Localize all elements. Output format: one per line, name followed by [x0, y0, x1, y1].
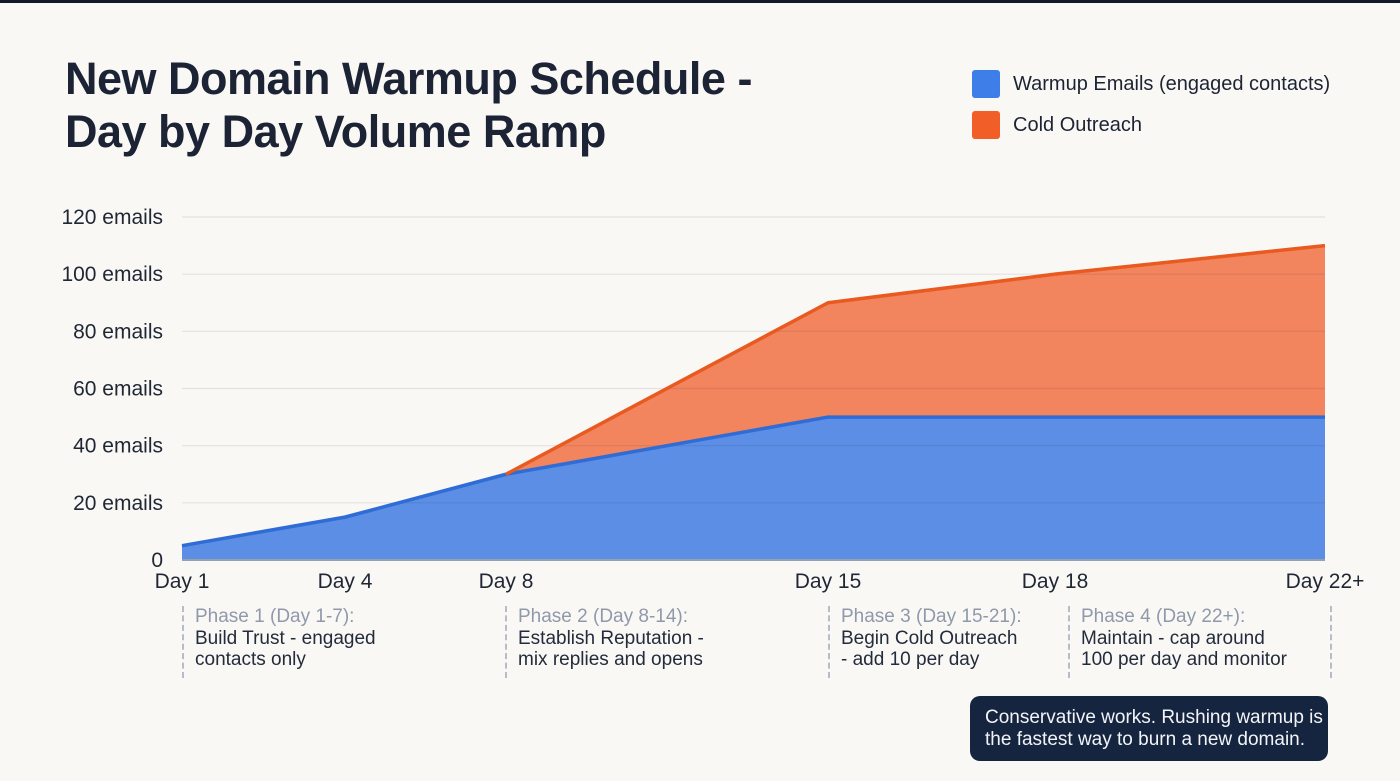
y-tick-label: 0 [151, 549, 163, 572]
top-artifact-strip [0, 0, 1400, 3]
x-tick-label: Day 1 [155, 570, 210, 593]
phase-1-line2: contacts only [195, 649, 306, 670]
warmup-line [181, 415, 1325, 548]
cold-outreach-line [505, 243, 1326, 476]
phase-annotation-1: Phase 1 (Day 1-7): Build Trust - engaged… [182, 606, 376, 678]
legend-label-warmup: Warmup Emails (engaged contacts) [1013, 72, 1331, 95]
y-tick-label: 100 emails [61, 263, 163, 286]
cold-swatch-icon [972, 111, 1000, 139]
x-tick-label: Day 18 [1022, 570, 1089, 593]
x-tick-label: Day 22+ [1286, 570, 1365, 593]
page-title: New Domain Warmup Schedule - Day by Day V… [65, 52, 752, 158]
callout-line1: Conservative works. Rushing warmup is [985, 707, 1323, 728]
warmup-area [182, 417, 1325, 560]
legend-label-cold: Cold Outreach [1013, 113, 1142, 136]
legend-item-warmup: Warmup Emails (engaged contacts) [972, 70, 1330, 98]
phase-annotation-3: Phase 3 (Day 15-21): Begin Cold Outreach… [828, 606, 1022, 678]
warmup-stacked-area-chart: 120 emails 100 emails 80 emails 60 emails 40… [61, 206, 1365, 593]
x-tick-label: Day 15 [795, 570, 862, 593]
legend-item-cold: Cold Outreach [972, 111, 1330, 139]
phase-annotation-4: Phase 4 (Day 22+): Maintain - cap around… [1068, 606, 1287, 678]
phase-2-line2: mix replies and opens [518, 649, 703, 670]
phase-4-heading: Phase 4 (Day 22+): [1081, 606, 1246, 627]
legend: Warmup Emails (engaged contacts) Cold Ou… [972, 70, 1330, 139]
phase-1-line1: Build Trust - engaged [195, 627, 376, 649]
warmup-swatch-icon [972, 70, 1000, 98]
phase-3-line1: Begin Cold Outreach [841, 627, 1018, 649]
y-tick-label: 120 emails [61, 206, 163, 229]
phase-2-heading: Phase 2 (Day 8-14): [518, 606, 689, 627]
x-tick-label: Day 8 [479, 570, 534, 593]
page-title-line2: Day by Day Volume Ramp [65, 106, 606, 157]
page-title-line1: New Domain Warmup Schedule - [65, 53, 752, 104]
phase-3-heading: Phase 3 (Day 15-21): [841, 606, 1022, 627]
phase-2-line1: Establish Reputation - [518, 627, 704, 649]
x-tick-label: Day 4 [318, 570, 373, 593]
callout-line2: the fastest way to burn a new domain. [985, 728, 1306, 750]
phase-4-line1: Maintain - cap around [1081, 627, 1265, 649]
phase-3-line2: - add 10 per day [841, 649, 980, 670]
y-tick-label: 80 emails [73, 320, 163, 343]
y-tick-label: 60 emails [73, 378, 163, 401]
phase-1-heading: Phase 1 (Day 1-7): [195, 606, 355, 627]
y-tick-label: 40 emails [73, 435, 163, 458]
y-tick-label: 20 emails [73, 492, 163, 515]
phase-end-dash [1330, 606, 1332, 678]
phase-4-line2: 100 per day and monitor [1081, 649, 1287, 670]
phase-annotation-2: Phase 2 (Day 8-14): Establish Reputation… [505, 606, 704, 678]
callout-note: Conservative works. Rushing warmup is th… [970, 696, 1328, 761]
